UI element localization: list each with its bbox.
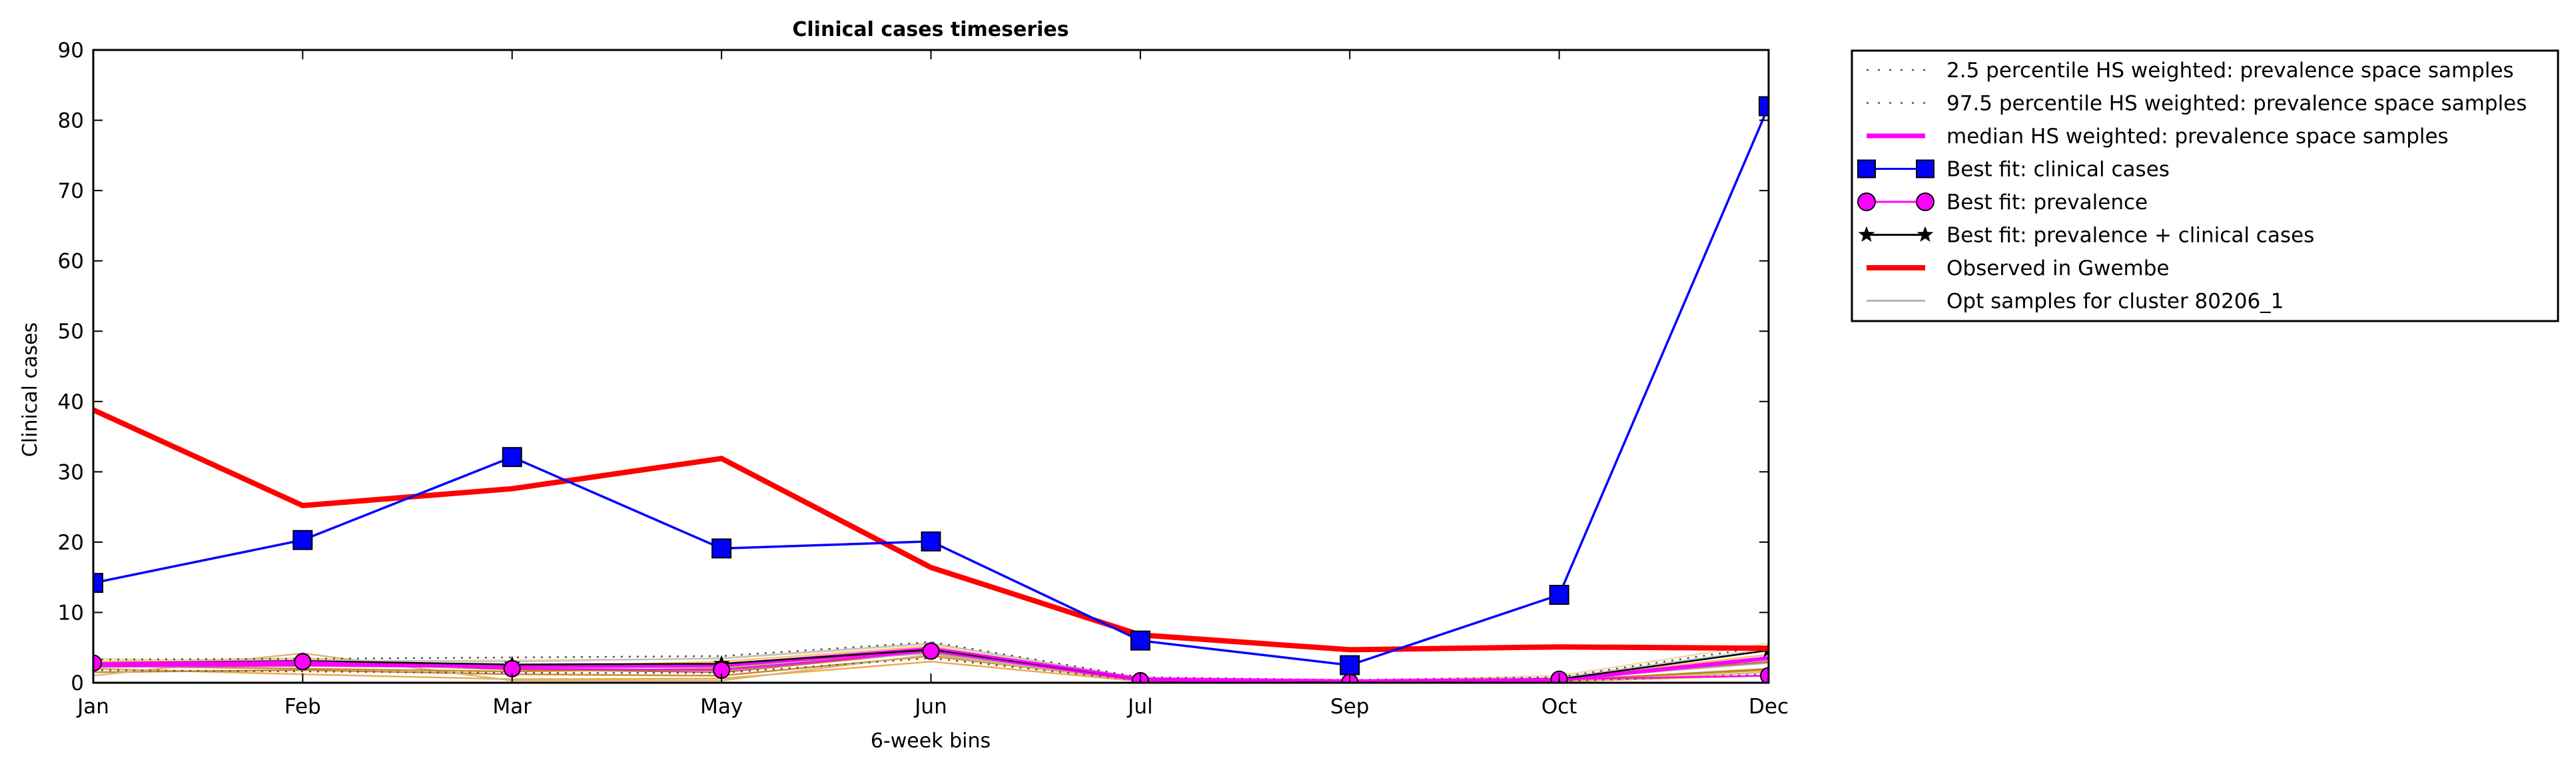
legend-marker: [1917, 226, 1934, 242]
point-best-fit-prevalence: [922, 642, 940, 660]
point-best-fit-clinical: [711, 538, 732, 559]
legend-marker: [1916, 159, 1934, 179]
legend-entry: Opt samples for cluster 80206_1: [1867, 290, 2284, 314]
y-tick-label: 20: [58, 531, 84, 555]
legend-marker: [1857, 159, 1876, 179]
legend-marker: [1858, 226, 1875, 242]
point-best-fit-clinical: [292, 530, 313, 550]
point-best-fit-clinical: [1549, 585, 1569, 605]
point-best-fit-clinical: [502, 447, 522, 468]
y-tick-label: 40: [58, 390, 84, 414]
legend-entry: Observed in Gwembe: [1867, 256, 2170, 280]
y-tick-label: 90: [58, 39, 84, 63]
point-best-fit-clinical: [921, 531, 941, 552]
y-tick-label: 80: [58, 109, 84, 133]
x-tick-label: May: [700, 695, 743, 719]
y-axis-label: Clinical cases: [19, 322, 42, 457]
legend-label: 97.5 percentile HS weighted: prevalence …: [1946, 92, 2527, 116]
plot-area: 0 10 20 30 40 50 60 70 80 90 Jan Feb Mar May Jun Jul Sep…: [58, 39, 1789, 719]
legend-entry: Best fit: clinical cases: [1857, 158, 2170, 182]
x-tick-label: Sep: [1330, 695, 1369, 719]
legend-entry: 97.5 percentile HS weighted: prevalence …: [1867, 92, 2527, 116]
legend-label: Best fit: prevalence: [1946, 191, 2148, 214]
point-best-fit-prevalence: [93, 654, 102, 672]
legend-entry: Best fit: prevalence + clinical cases: [1858, 224, 2314, 248]
x-tick-label: Oct: [1541, 695, 1577, 719]
y-tick-label: 60: [58, 250, 84, 274]
y-tick-label: 30: [58, 460, 84, 484]
legend-label: median HS weighted: prevalence space sam…: [1946, 125, 2449, 149]
point-best-fit-clinical: [1130, 630, 1150, 651]
legend-label: Best fit: clinical cases: [1946, 158, 2170, 182]
x-tick-label: Jun: [913, 695, 947, 719]
y-tick-label: 70: [58, 179, 84, 203]
legend-box: [1851, 49, 2559, 322]
x-tick-label: Jul: [1126, 695, 1152, 719]
legend-label: Observed in Gwembe: [1946, 256, 2170, 280]
point-best-fit-prevalence: [1760, 667, 1769, 683]
y-tick-label: 0: [71, 671, 84, 695]
x-axis-label: 6-week bins: [871, 729, 991, 753]
legend-marker: [1857, 193, 1876, 211]
legend-marker: [1916, 193, 1934, 211]
point-best-fit-clinical: [93, 573, 103, 593]
series-line-observed: [93, 407, 1769, 653]
x-tick-label: Dec: [1749, 695, 1789, 719]
series-line-percentile-1: [93, 641, 1769, 681]
point-best-fit-clinical: [1759, 96, 1769, 117]
point-best-fit-clinical: [1340, 655, 1360, 675]
legend-label: 2.5 percentile HS weighted: prevalence s…: [1946, 59, 2514, 83]
legend-entry: 2.5 percentile HS weighted: prevalence s…: [1867, 59, 2514, 83]
legend-entry: median HS weighted: prevalence space sam…: [1867, 125, 2449, 149]
point-best-fit-prevalence: [294, 653, 312, 671]
chart-title: Clinical cases timeseries: [792, 18, 1069, 41]
x-tick-label: Feb: [284, 695, 321, 719]
legend: 2.5 percentile HS weighted: prevalence s…: [1851, 49, 2559, 322]
x-tick-label: Jan: [76, 695, 109, 719]
legend-label: Opt samples for cluster 80206_1: [1946, 290, 2284, 314]
plot-series-group: [93, 96, 1769, 683]
x-tick-label: Mar: [493, 695, 532, 719]
legend-entry: Best fit: prevalence: [1857, 191, 2148, 214]
y-tick-label: 50: [58, 320, 84, 344]
y-tick-label: 10: [58, 601, 84, 625]
legend-label: Best fit: prevalence + clinical cases: [1946, 224, 2314, 248]
